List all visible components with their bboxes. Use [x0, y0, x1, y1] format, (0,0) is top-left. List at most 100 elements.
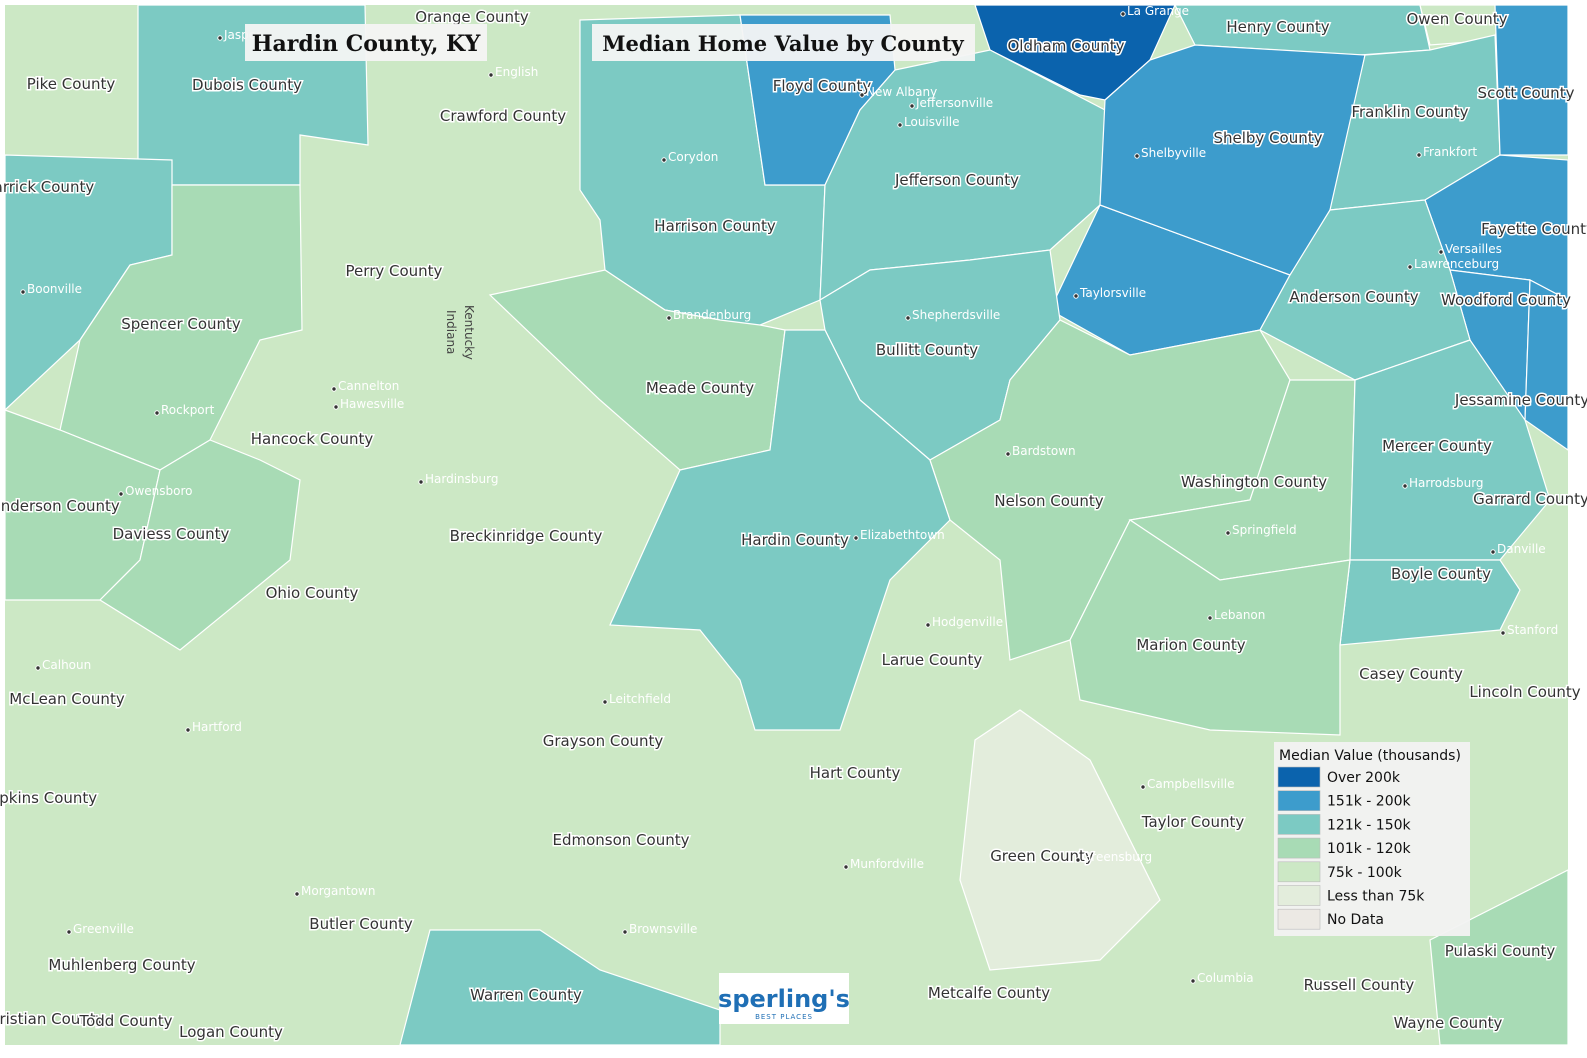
legend-swatch — [1277, 885, 1321, 906]
county-label: Harrison County — [654, 217, 776, 235]
county-label: Floyd County — [773, 77, 872, 95]
county-label: Henderson County — [0, 497, 120, 515]
city-dot — [843, 864, 849, 870]
county-label: Jessamine County — [1454, 391, 1587, 409]
legend-swatch — [1277, 814, 1321, 835]
city-label: Hawesville — [340, 397, 404, 411]
city-label: Louisville — [904, 115, 960, 129]
county-label: Washington County — [1181, 473, 1327, 491]
city-label: Versailles — [1445, 242, 1502, 256]
county-label: Green County — [990, 847, 1094, 865]
county-label: Orange County — [415, 8, 529, 26]
county-label: Henry County — [1226, 18, 1329, 36]
subtitle: Median Home Value by County — [602, 31, 964, 56]
city-label: Taylorsville — [1079, 286, 1146, 300]
city-label: Jeffersonville — [915, 96, 993, 110]
city-dot — [853, 535, 859, 541]
title: Hardin County, KY — [252, 31, 481, 57]
city-dot — [333, 404, 339, 410]
city-label: Cannelton — [338, 379, 399, 393]
city-label: Lawrenceburg — [1414, 257, 1499, 271]
city-dot — [294, 891, 300, 897]
city-label: Owensboro — [125, 484, 192, 498]
city-dot — [488, 72, 494, 78]
legend-label: Less than 75k — [1327, 889, 1425, 905]
title-box — [245, 24, 487, 61]
city-label: Boonville — [27, 282, 82, 296]
city-dot — [35, 665, 41, 671]
city-dot — [859, 92, 865, 98]
county-label: Logan County — [179, 1023, 283, 1041]
city-label: Elizabethtown — [860, 528, 945, 542]
city-dot — [418, 479, 424, 485]
county-area — [959, 709, 1161, 971]
city-label: Brandenburg — [673, 308, 751, 322]
county-area — [609, 329, 951, 731]
county-label: Hart County — [810, 764, 901, 782]
city-label: Columbia — [1197, 971, 1254, 985]
legend-label: Over 200k — [1327, 770, 1401, 786]
county-label: Hardin County — [741, 531, 849, 549]
city-label: Hardinsburg — [425, 472, 498, 486]
city-dot — [1407, 264, 1413, 270]
city-dot — [1073, 293, 1079, 299]
county-label: Boyle County — [1391, 565, 1491, 583]
city-label: Greensburg — [1082, 850, 1152, 864]
county-label: Marion County — [1136, 636, 1245, 654]
county-label: Muhlenberg County — [48, 956, 195, 974]
county-label: Franklin County — [1351, 103, 1468, 121]
county-label: Todd County — [78, 1012, 172, 1030]
county-label: Hancock County — [251, 430, 374, 448]
city-dot — [909, 103, 915, 109]
county-label: Daviess County — [113, 525, 230, 543]
logo-tagline: BEST PLACES — [755, 1013, 813, 1021]
city-label: Greenville — [73, 922, 134, 936]
city-label: Hodgenville — [932, 615, 1003, 629]
county-area — [1494, 4, 1569, 156]
city-label: Danville — [1497, 542, 1546, 556]
city-label: Shelbyville — [1141, 146, 1206, 160]
county-label: Wayne County — [1394, 1014, 1503, 1032]
legend-swatch — [1277, 837, 1321, 859]
city-dot — [1416, 152, 1422, 158]
city-label: Shepherdsville — [912, 308, 1000, 322]
county-label: Mercer County — [1382, 437, 1492, 455]
county-label: Nelson County — [994, 492, 1103, 510]
city-dot — [1402, 483, 1408, 489]
county-label: McLean County — [9, 690, 125, 708]
state-label: Kentucky — [462, 305, 476, 360]
city-label: Hartford — [192, 720, 242, 734]
city-dot — [1134, 153, 1140, 159]
county-label: Edmonson County — [553, 831, 690, 849]
legend-swatch — [1277, 861, 1321, 883]
city-dot — [622, 929, 628, 935]
city-dot — [118, 491, 124, 497]
county-label: Christian County — [0, 1010, 105, 1028]
city-dot — [925, 622, 931, 628]
subtitle-box — [592, 24, 975, 61]
city-dot — [1120, 11, 1126, 17]
county-label: Russell County — [1304, 976, 1415, 994]
city-dot — [1140, 784, 1146, 790]
county-label: Hopkins County — [0, 789, 97, 807]
city-dot — [1207, 615, 1213, 621]
city-label: Morgantown — [301, 884, 375, 898]
county-label: Larue County — [882, 651, 983, 669]
city-label: Frankfort — [1423, 145, 1477, 159]
city-dot — [20, 289, 26, 295]
city-label: Bardstown — [1012, 444, 1076, 458]
county-label: Meade County — [646, 379, 754, 397]
county-area — [488, 269, 786, 471]
logo-box — [719, 973, 849, 1024]
county-label: Scott County — [1478, 84, 1575, 102]
county-label: Shelby County — [1213, 129, 1322, 147]
city-label: Leitchfield — [609, 692, 671, 706]
county-label: Fayette County — [1481, 220, 1587, 238]
legend-swatch — [1277, 790, 1321, 812]
county-area — [99, 439, 301, 651]
legend-label: No Data — [1327, 912, 1384, 928]
city-dot — [905, 315, 911, 321]
county-label: Jefferson County — [894, 171, 1019, 189]
city-dot — [1500, 630, 1506, 636]
